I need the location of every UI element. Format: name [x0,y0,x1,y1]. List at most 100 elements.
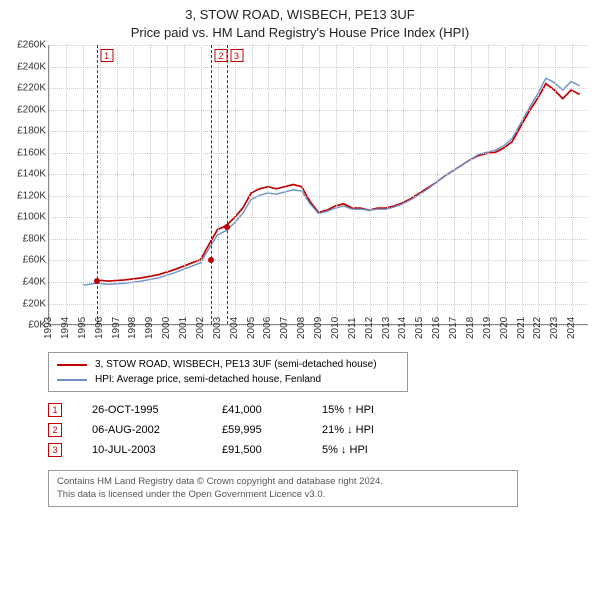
sales-table: 126-OCT-1995£41,00015% ↑ HPI206-AUG-2002… [48,400,518,460]
gridline-v [49,45,50,324]
sale-vline [227,45,228,324]
x-axis-label: 2016 [431,317,442,339]
x-axis-label: 2003 [212,317,223,339]
legend-row-hpi: HPI: Average price, semi-detached house,… [57,372,399,387]
sale-vs-hpi: 21% ↓ HPI [322,424,412,436]
x-axis-label: 2000 [161,317,172,339]
gridline-v [100,45,101,324]
gridline-v [83,45,84,324]
x-axis-label: 1998 [127,317,138,339]
sale-num-box: 2 [48,423,62,437]
sale-price: £59,995 [222,424,292,436]
sale-dot [94,278,100,284]
x-axis-label: 2024 [566,317,577,339]
gridline-v [488,45,489,324]
gridline-v [117,45,118,324]
y-axis-label: £180K [6,126,46,137]
gridline-v [471,45,472,324]
gridline-v [167,45,168,324]
x-axis-label: 2013 [381,317,392,339]
x-axis-label: 1994 [60,317,71,339]
x-axis-label: 2004 [229,317,240,339]
x-axis-label: 2007 [279,317,290,339]
x-axis-label: 2002 [195,317,206,339]
sale-date: 06-AUG-2002 [92,424,192,436]
footer-line-2: This data is licensed under the Open Gov… [57,488,509,501]
sale-row: 126-OCT-1995£41,00015% ↑ HPI [48,400,518,420]
sale-row: 2 06-AUG-2002 £59,995 21% ↓ HPI [48,420,518,440]
sale-date: 26-OCT-1995 [92,404,192,416]
gridline-v [285,45,286,324]
legend-swatch-hpi [57,379,87,381]
legend-label-property: 3, STOW ROAD, WISBECH, PE13 3UF (semi-de… [95,357,377,372]
x-axis-label: 2005 [246,317,257,339]
y-axis-label: £260K [6,40,46,51]
sale-row: 3 10-JUL-2003 £91,500 5% ↓ HPI [48,440,518,460]
gridline-v [538,45,539,324]
y-axis-label: £40K [6,277,46,288]
gridline-v [370,45,371,324]
legend-row-property: 3, STOW ROAD, WISBECH, PE13 3UF (semi-de… [57,357,399,372]
chart-area: 123 £0K£20K£40K£60K£80K£100K£120K£140K£1… [6,45,594,350]
y-axis-label: £100K [6,212,46,223]
y-axis-label: £240K [6,61,46,72]
x-axis-label: 2019 [482,317,493,339]
x-axis-label: 1993 [43,317,54,339]
y-axis-label: £160K [6,147,46,158]
gridline-v [437,45,438,324]
gridline-v [66,45,67,324]
sale-marker-box: 1 [100,49,113,62]
gridline-v [387,45,388,324]
x-axis-label: 1997 [111,317,122,339]
sale-dot [208,257,214,263]
x-axis-label: 2010 [330,317,341,339]
gridline-v [218,45,219,324]
gridline-v [572,45,573,324]
gridline-v [505,45,506,324]
attribution-footer: Contains HM Land Registry data © Crown c… [48,470,518,507]
x-axis-label: 2014 [397,317,408,339]
sale-price: £91,500 [222,444,292,456]
sale-price: £41,000 [222,404,292,416]
gridline-v [336,45,337,324]
legend-label-hpi: HPI: Average price, semi-detached house,… [95,372,321,387]
x-axis-label: 2017 [448,317,459,339]
y-axis-label: £80K [6,233,46,244]
gridline-v [252,45,253,324]
plot-region: 123 [48,45,588,325]
y-axis-label: £200K [6,104,46,115]
gridline-v [522,45,523,324]
gridline-v [184,45,185,324]
x-axis-label: 1995 [77,317,88,339]
chart-title-2: Price paid vs. HM Land Registry's House … [6,24,594,42]
y-axis-label: £20K [6,298,46,309]
gridline-v [268,45,269,324]
y-axis-label: £140K [6,169,46,180]
sale-num-box: 3 [48,443,62,457]
y-axis-label: £220K [6,83,46,94]
sale-num-box: 1 [48,403,62,417]
sale-vline [211,45,212,324]
x-axis-label: 2021 [516,317,527,339]
gridline-v [150,45,151,324]
x-axis-label: 1996 [94,317,105,339]
gridline-v [420,45,421,324]
gridline-v [454,45,455,324]
chart-title-1: 3, STOW ROAD, WISBECH, PE13 3UF [6,6,594,24]
footer-line-1: Contains HM Land Registry data © Crown c… [57,475,509,488]
gridline-v [403,45,404,324]
legend-swatch-property [57,364,87,366]
legend: 3, STOW ROAD, WISBECH, PE13 3UF (semi-de… [48,352,408,392]
x-axis-label: 2012 [364,317,375,339]
x-axis-label: 2020 [499,317,510,339]
x-axis-label: 1999 [144,317,155,339]
x-axis-label: 2009 [313,317,324,339]
x-axis-label: 2011 [347,318,358,340]
x-axis-label: 2022 [532,317,543,339]
sale-vs-hpi: 5% ↓ HPI [322,444,412,456]
sale-date: 10-JUL-2003 [92,444,192,456]
x-axis-label: 2006 [262,317,273,339]
x-axis-label: 2008 [296,317,307,339]
sale-dot [224,224,230,230]
gridline-v [319,45,320,324]
